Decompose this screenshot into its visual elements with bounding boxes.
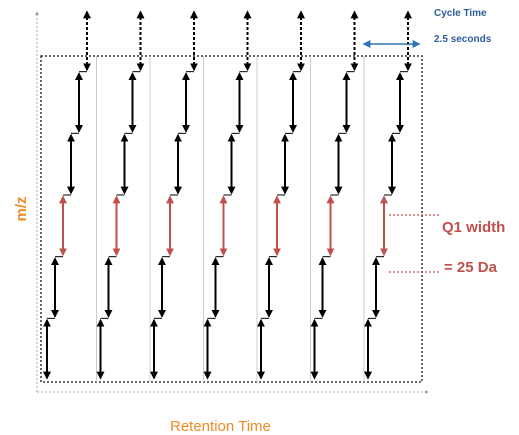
cycle-time-value: 2.5 seconds — [434, 34, 491, 45]
q1-width-value: = 25 Da — [444, 259, 497, 276]
plot-frame — [41, 56, 422, 382]
cycle-time-label: Cycle Time — [434, 8, 487, 19]
isolation-windows — [47, 12, 408, 378]
q1-width-label: Q1 width — [442, 219, 505, 236]
y-axis-label: m/z — [13, 189, 30, 229]
cycle-dividers — [97, 56, 365, 382]
x-axis-label: Retention Time — [170, 418, 271, 435]
